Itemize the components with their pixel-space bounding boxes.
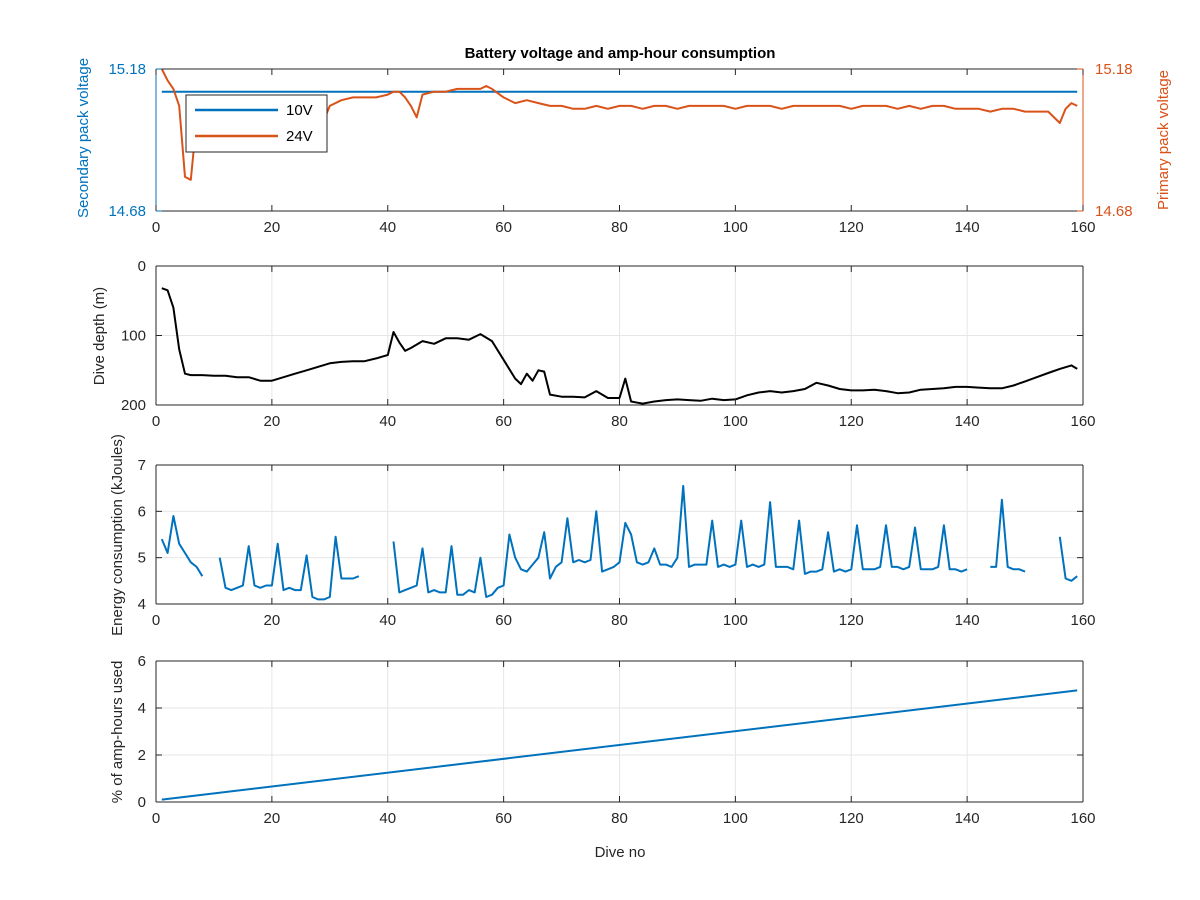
legend-box <box>185 94 328 153</box>
x-tick-label: 0 <box>152 810 160 827</box>
y-tick-label: 200 <box>121 397 146 414</box>
ylabel-dive-depth: Dive depth (m) <box>91 287 108 385</box>
x-tick-label: 80 <box>611 612 628 629</box>
x-tick-label: 20 <box>264 810 281 827</box>
x-tick-label: 120 <box>839 612 864 629</box>
y-tick-label: 4 <box>138 596 146 613</box>
x-tick-label: 100 <box>723 810 748 827</box>
energy-consumption-subplot: 0 20 40 60 80 100 120 140 160 4 5 6 7 <box>138 457 1096 629</box>
y-tick-label: 100 <box>121 328 146 345</box>
y-tick-label: 15.18 <box>108 61 146 78</box>
x-tick-label: 20 <box>264 612 281 629</box>
x-tick-label: 40 <box>379 219 396 236</box>
x-tick-label: 40 <box>379 810 396 827</box>
series-line-series-0-0 <box>161 689 1078 801</box>
x-tick-label: 0 <box>152 219 160 236</box>
y-tick-label: 6 <box>138 503 146 520</box>
x-tick-label: 80 <box>611 810 628 827</box>
series-line-series-0-0 <box>160 515 204 577</box>
amp-hours-subplot: 0 20 40 60 80 100 120 140 160 0 2 4 6 <box>138 653 1096 827</box>
y-tick-label: 0 <box>138 258 146 275</box>
x-tick-label: 60 <box>495 612 512 629</box>
y-tick-label: 7 <box>138 457 146 474</box>
y-tick-label-right: 15.18 <box>1095 61 1133 78</box>
x-tick-label: 80 <box>611 219 628 236</box>
y-tick-label: 6 <box>138 653 146 670</box>
xlabel-dive-no: Dive no <box>595 844 646 861</box>
ylabel-secondary-voltage: Secondary pack voltage <box>75 58 92 218</box>
legend-label: 10V <box>286 102 313 119</box>
x-tick-label: 160 <box>1070 413 1095 430</box>
series-line-series-0-4 <box>1058 536 1078 582</box>
x-tick-label: 120 <box>839 219 864 236</box>
legend-label: 24V <box>286 128 313 145</box>
x-tick-label: 20 <box>264 219 281 236</box>
ylabel-amp-hours: % of amp-hours used <box>109 661 126 804</box>
series-line-series-0-0 <box>161 287 1078 405</box>
y-tick-label: 0 <box>138 794 146 811</box>
y-tick-label: 5 <box>138 550 146 567</box>
x-tick-label: 140 <box>955 413 980 430</box>
y-tick-label: 14.68 <box>108 203 146 220</box>
x-tick-label: 40 <box>379 612 396 629</box>
legend: 10V 24V <box>185 94 328 153</box>
x-tick-label: 160 <box>1070 810 1095 827</box>
x-tick-label: 60 <box>495 413 512 430</box>
ylabel-energy: Energy consumption (kJoules) <box>109 434 126 636</box>
series-line-series-0-1 <box>218 535 360 601</box>
x-tick-label: 140 <box>955 219 980 236</box>
x-tick-label: 160 <box>1070 612 1095 629</box>
x-tick-label: 140 <box>955 810 980 827</box>
x-tick-label: 60 <box>495 810 512 827</box>
series-line-series-0-3 <box>990 498 1026 573</box>
voltage-subplot: 0 20 40 60 80 100 120 140 16014.6815.1814.6815.1… <box>108 61 1132 236</box>
ylabel-primary-voltage: Primary pack voltage <box>1155 70 1172 210</box>
x-tick-label: 100 <box>723 219 748 236</box>
y-tick-label: 2 <box>138 747 146 764</box>
x-tick-label: 0 <box>152 612 160 629</box>
dive-depth-subplot: 0 20 40 60 80 100 120 140 160 0 100 200 <box>121 258 1096 430</box>
x-tick-label: 40 <box>379 413 396 430</box>
x-tick-label: 20 <box>264 413 281 430</box>
x-tick-label: 160 <box>1070 219 1095 236</box>
x-tick-label: 100 <box>723 612 748 629</box>
x-tick-label: 120 <box>839 810 864 827</box>
y-tick-label-right: 14.68 <box>1095 203 1133 220</box>
series-line-series-0-2 <box>392 484 968 598</box>
x-tick-label: 0 <box>152 413 160 430</box>
x-tick-label: 100 <box>723 413 748 430</box>
x-tick-label: 120 <box>839 413 864 430</box>
x-tick-label: 80 <box>611 413 628 430</box>
x-tick-label: 140 <box>955 612 980 629</box>
x-tick-label: 60 <box>495 219 512 236</box>
y-tick-label: 4 <box>138 700 146 717</box>
chart-title: Battery voltage and amp-hour consumption <box>465 45 776 62</box>
